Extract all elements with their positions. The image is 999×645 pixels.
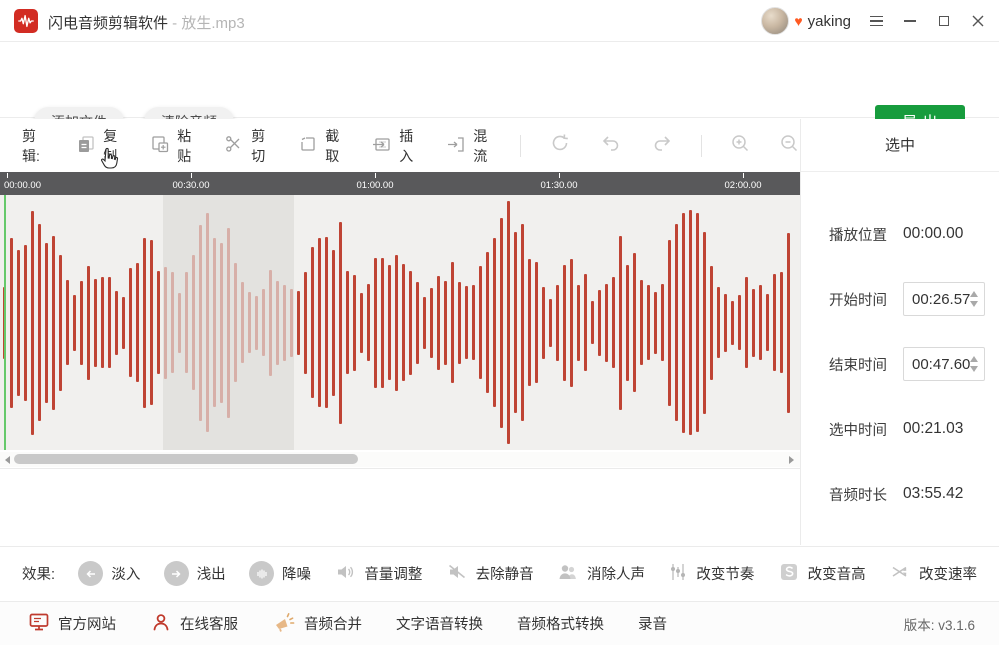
megaphone-icon [272, 610, 296, 638]
avatar[interactable] [761, 7, 790, 35]
titlebar: 闪电音频剪辑软件 - 放生.mp3 ♥ yaking [0, 0, 999, 42]
paste-button[interactable]: 粘贴 [150, 126, 197, 166]
official-website-link[interactable]: 官方网站 [28, 611, 116, 637]
cut-button[interactable]: 剪切 [224, 126, 271, 166]
selection-panel: 选中 播放位置 00:00.00 开始时间 00:26.57 结束时间 00:4… [800, 119, 999, 545]
remove-silence-button[interactable]: 去除静音 [446, 561, 534, 587]
insert-icon [372, 134, 392, 157]
sliders-icon [668, 561, 688, 587]
extract-button[interactable]: 截取 [298, 126, 345, 166]
redo-icon [650, 131, 674, 160]
start-time-row: 开始时间 00:26.57 [829, 281, 991, 317]
player-bar: 00:00.00/03:55.42 [0, 468, 800, 545]
version-label: 版本: v3.1.6 [903, 617, 975, 633]
undo-icon [599, 131, 623, 160]
denoise-button[interactable]: 降噪 [249, 561, 311, 586]
paste-icon [150, 134, 170, 157]
format-convert-link[interactable]: 音频格式转换 [517, 617, 604, 633]
edit-toolbar: 剪辑: 复制 粘贴 剪切 截取 插入 混流 [0, 119, 800, 172]
user-account[interactable]: ♥ yaking [761, 7, 851, 35]
selected-duration-value: 00:21.03 [903, 420, 964, 437]
zoom-out-button[interactable] [778, 132, 800, 159]
monitor-icon [28, 611, 50, 637]
scrollbar-thumb[interactable] [14, 454, 358, 464]
fade-out-icon [163, 561, 189, 586]
online-service-link[interactable]: 在线客服 [150, 611, 238, 637]
scissors-icon [224, 134, 244, 157]
vip-badge-icon: ♥ [794, 13, 803, 29]
scroll-left-icon[interactable] [5, 456, 10, 464]
text-to-speech-link[interactable]: 文字语音转换 [396, 617, 483, 633]
cross-arrows-icon [889, 561, 911, 587]
toolbar-divider [520, 134, 522, 157]
fade-in-icon [78, 561, 104, 586]
change-pitch-button[interactable]: 改变音高 [778, 561, 866, 587]
maximize-button[interactable] [935, 12, 953, 30]
spin-down-icon[interactable] [970, 366, 979, 372]
username: yaking [807, 12, 851, 30]
zoom-in-icon [729, 132, 751, 159]
spin-up-icon[interactable] [970, 291, 979, 297]
close-button[interactable] [969, 12, 987, 30]
fade-out-button[interactable]: 浅出 [163, 561, 226, 586]
remove-vocals-button[interactable]: 消除人声 [557, 561, 645, 587]
record-link[interactable]: 录音 [638, 617, 667, 633]
pitch-icon [778, 561, 800, 587]
app-logo-icon [14, 9, 38, 33]
audio-duration-value: 03:55.42 [903, 485, 964, 502]
insert-button[interactable]: 插入 [372, 126, 419, 166]
denoise-icon [249, 561, 275, 586]
reset-button[interactable] [548, 131, 572, 160]
volume-adjust-button[interactable]: 音量调整 [334, 561, 422, 587]
effects-bar: 效果: 淡入 浅出 降噪 音量调整 去除静音 消除人声 改变节奏 [0, 546, 999, 600]
play-position-value: 00:00.00 [903, 225, 964, 242]
minimize-button[interactable] [901, 12, 919, 30]
open-file-name: - 放生.mp3 [168, 15, 245, 32]
audio-duration-row: 音频时长 03:55.42 [829, 485, 964, 504]
waveform-scrollbar[interactable] [0, 452, 800, 467]
people-icon [557, 561, 579, 587]
timeline-ruler[interactable]: 00:00.00 00:30.00 01:00.00 01:30.00 02:0… [0, 172, 800, 195]
mix-icon [446, 134, 466, 157]
footer-bar: 官方网站 在线客服 音频合并 文字语音转换 音频格式转换 录音 版本: v3.1… [0, 601, 999, 645]
play-position-row: 播放位置 00:00.00 [829, 225, 964, 244]
zoom-out-icon [778, 132, 800, 159]
start-time-input[interactable]: 00:26.57 [903, 282, 985, 316]
end-time-input[interactable]: 00:47.60 [903, 347, 985, 381]
scroll-right-icon[interactable] [789, 456, 794, 464]
toolbar-divider [701, 134, 702, 157]
toolbar-group-label: 剪辑: [22, 127, 40, 164]
selected-duration-row: 选中时间 00:21.03 [829, 420, 964, 439]
change-speed-button[interactable]: 改变速率 [889, 561, 977, 587]
zoom-in-button[interactable] [729, 132, 751, 159]
end-time-row: 结束时间 00:47.60 [829, 346, 991, 382]
volume-icon [334, 561, 356, 587]
mute-speaker-icon [446, 561, 468, 587]
menu-button[interactable] [867, 12, 885, 30]
panel-header: 选中 [801, 119, 999, 172]
spin-down-icon[interactable] [970, 301, 979, 307]
copy-button[interactable]: 复制 [76, 126, 123, 166]
mix-button[interactable]: 混流 [446, 126, 493, 166]
audio-merge-link[interactable]: 音频合并 [272, 610, 362, 638]
spin-up-icon[interactable] [970, 356, 979, 362]
playhead[interactable] [4, 195, 6, 450]
loop-icon [548, 131, 572, 160]
person-icon [150, 611, 172, 637]
effects-group-label: 效果: [22, 567, 56, 583]
selection-region[interactable] [163, 195, 294, 450]
redo-button[interactable] [650, 131, 674, 160]
undo-button[interactable] [599, 131, 623, 160]
waveform-area[interactable] [0, 195, 800, 450]
copy-icon [76, 134, 96, 157]
action-row: 添加文件 清除音频 导出 [0, 43, 999, 138]
fade-in-button[interactable]: 淡入 [78, 561, 140, 586]
change-tempo-button[interactable]: 改变节奏 [668, 561, 754, 587]
crop-icon [298, 134, 318, 157]
window-title: 闪电音频剪辑软件 - 放生.mp3 [48, 15, 245, 32]
